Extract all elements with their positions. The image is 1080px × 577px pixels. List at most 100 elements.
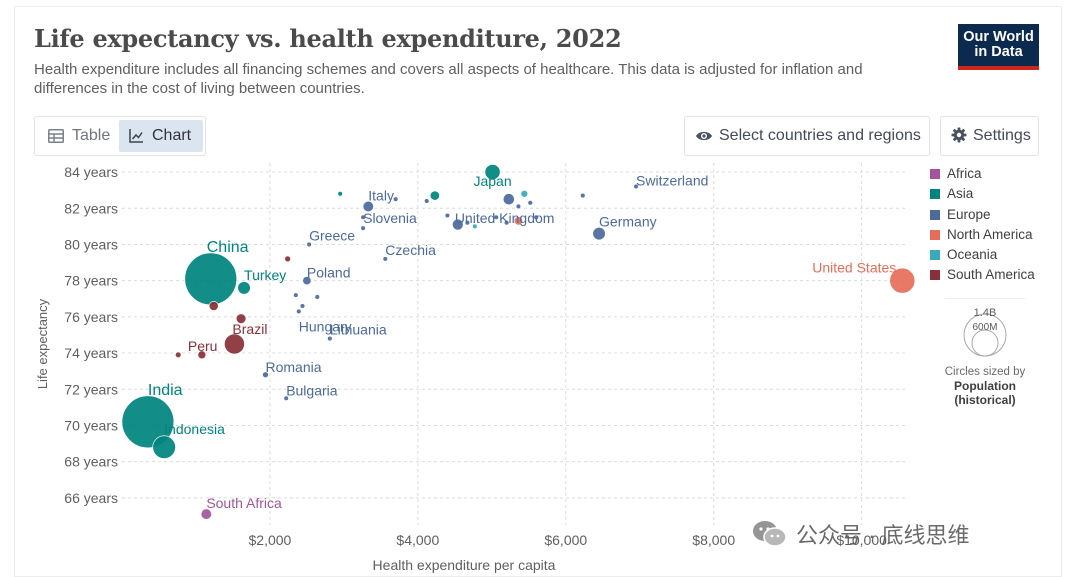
data-label: Turkey [244,267,286,283]
data-point [174,351,182,359]
size-legend: 1.4B 600M Circles sized by Population (h… [935,297,1035,407]
x-tick-label: $10,000 [836,532,887,548]
data-point [633,183,639,190]
view-tabs: Table Chart [34,116,206,156]
data-point [515,203,522,210]
data-label: Indonesia [164,421,225,437]
data-label: Slovenia [363,210,417,226]
table-icon [48,129,64,143]
chart-title: Life expectancy vs. health expenditure, … [34,24,622,53]
data-point [464,219,471,226]
data-point [314,294,321,300]
data-point [327,335,333,342]
data-label: Italy [368,187,394,203]
legend-label-north-america: North America [947,226,1033,242]
legend-swatch-south-america [930,270,940,281]
size-legend-note: Circles sized by [944,366,1026,378]
data-point [237,281,251,295]
data-point [527,200,534,206]
size-legend-min: 600M [972,322,997,333]
legend-swatch-asia [930,189,940,200]
region-legend: Africa Asia Europe North America Oceania… [930,166,1035,288]
y-tick-label: 74 years [64,345,118,361]
tab-table-label: Table [72,127,111,144]
data-point [152,435,176,459]
size-legend-circles: 1.4B 600M [945,297,1025,357]
x-tick-label: $6,000 [544,532,587,548]
watermark: 公众号 · 底线思维 [752,514,970,554]
watermark-text: 公众号 · 底线思维 [796,523,970,548]
settings-label: Settings [973,127,1031,144]
data-point [302,276,312,286]
owid-logo[interactable]: Our World in Data [958,24,1039,70]
legend-swatch-europe [930,209,940,220]
legend-item-oceania[interactable]: Oceania [930,247,1035,267]
y-tick-label: 80 years [64,236,118,252]
data-point [472,223,478,230]
legend-label-africa: Africa [947,166,982,181]
select-countries-label: Select countries and regions [719,127,921,144]
legend-item-south-america[interactable]: South America [930,267,1035,287]
y-tick-label: 72 years [64,381,118,397]
data-point [889,267,916,294]
legend-swatch-africa [930,169,940,179]
data-point [197,350,207,360]
legend-label-south-america: South America [947,267,1035,283]
chart-subtitle: Health expenditure includes all financin… [34,61,863,97]
data-label: Switzerland [636,173,708,189]
data-point [493,214,499,221]
data-point [392,196,399,202]
x-axis-title: Health expenditure per capita [373,557,556,573]
data-label: United States [812,260,896,276]
data-label: Japan [473,173,511,189]
wechat-icon [753,521,787,547]
settings-button[interactable]: Settings [940,116,1039,156]
data-point [444,212,451,219]
y-tick-label: 84 years [64,164,118,180]
logo-line-2: in Data [974,44,1023,60]
data-point [513,216,524,226]
legend-item-north-america[interactable]: North America [930,227,1035,247]
legend-swatch-oceania [930,250,940,261]
data-point [184,252,238,306]
data-point [293,292,299,298]
gear-icon [951,127,967,143]
data-point [306,241,312,248]
data-point [337,191,343,197]
data-point [533,214,539,221]
data-label: Romania [265,359,321,375]
select-countries-button[interactable]: Select countries and regions [684,116,930,156]
legend-item-europe[interactable]: Europe [930,207,1035,227]
data-label: India [148,382,183,399]
data-point [520,189,529,198]
tab-chart-label: Chart [152,127,192,144]
size-legend-max: 1.4B [974,307,997,319]
legend-item-asia[interactable]: Asia [930,186,1035,206]
data-label: Greece [309,227,355,243]
data-label: Czechia [385,242,436,258]
data-point [360,214,366,221]
data-label: Brazil [232,321,267,337]
data-label: Poland [307,265,351,281]
y-tick-label: 68 years [64,454,118,470]
data-point [283,395,289,402]
data-point [429,190,440,201]
tab-table[interactable]: Table [38,120,118,152]
y-tick-label: 70 years [64,417,118,433]
logo-line-1: Our World [963,29,1034,45]
data-point [362,200,374,213]
eye-icon [696,131,712,141]
legend-label-asia: Asia [947,186,974,202]
data-point [299,303,306,309]
data-point [423,198,430,204]
data-point [284,255,292,263]
legend-label-oceania: Oceania [947,247,998,263]
legend-item-africa[interactable]: Africa [930,166,1035,186]
size-legend-variable: Population (historical) [954,379,1016,407]
x-tick-label: $8,000 [692,532,735,548]
tab-chart[interactable]: Chart [119,120,203,152]
data-label: Bulgaria [286,382,338,398]
data-label: Peru [188,338,218,354]
data-label: Germany [599,214,657,230]
